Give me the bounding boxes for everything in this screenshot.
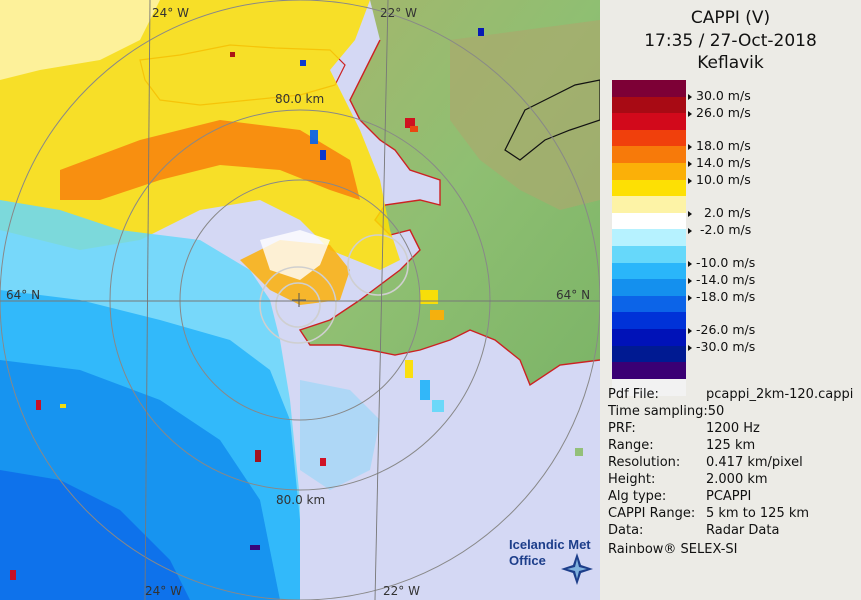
radar-site-marker xyxy=(292,293,306,307)
range-label-north: 80.0 km xyxy=(275,92,325,106)
legend-swatch xyxy=(612,295,686,313)
info-row-resolution: Resolution: 0.417 km/pixel xyxy=(608,455,803,470)
lon-label-bottom-24w: 24° W xyxy=(145,584,182,598)
echo-pale-band xyxy=(0,0,160,80)
info-row-pdf-file: Pdf File: pcappi_2km-120.cappi xyxy=(608,387,854,402)
legend-swatch xyxy=(612,113,686,131)
logo-line-2: Office xyxy=(509,553,546,568)
legend-swatch xyxy=(612,312,686,330)
lake-outline xyxy=(504,79,600,161)
met-office-star-icon xyxy=(561,553,593,585)
footer-credit: Rainbow® SELEX-SI xyxy=(608,542,738,557)
legend-swatch xyxy=(612,329,686,347)
range-rings xyxy=(0,0,600,600)
range-label-south: 80.0 km xyxy=(276,493,326,507)
legend-swatch xyxy=(612,129,686,147)
station-title: Keflavik xyxy=(697,53,764,73)
local-rings xyxy=(259,234,409,344)
info-row-cappi-range: CAPPI Range: 5 km to 125 km xyxy=(608,506,810,521)
legend-swatch xyxy=(612,196,686,214)
product-title: CAPPI (V) xyxy=(690,8,771,28)
legend-label: -10.0 m/s xyxy=(688,255,755,270)
lon-label-top-24w: 24° W xyxy=(152,6,189,20)
lon-label-bottom-22w: 22° W xyxy=(383,584,420,598)
legend-label: -30.0 m/s xyxy=(688,339,755,354)
legend-label: -18.0 m/s xyxy=(688,289,755,304)
lon-label-top-22w: 22° W xyxy=(380,6,417,20)
legend-label: 26.0 m/s xyxy=(688,105,751,120)
info-row-prf: PRF: 1200 Hz xyxy=(608,421,760,436)
legend-swatch xyxy=(612,279,686,297)
legend-swatch xyxy=(612,229,686,247)
echo-orange-band xyxy=(60,120,360,200)
legend-label: -14.0 m/s xyxy=(688,272,755,287)
echo-white-gap xyxy=(260,230,330,280)
highlands xyxy=(450,20,600,210)
legend-label: 2.0 m/s xyxy=(688,205,751,220)
graticule xyxy=(0,0,600,600)
legend-swatch xyxy=(612,163,686,181)
logo-line-1: Icelandic Met xyxy=(509,537,591,552)
legend-label: -2.0 m/s xyxy=(688,222,751,237)
legend-swatch xyxy=(612,146,686,164)
legend-swatch xyxy=(612,246,686,264)
map-graphic xyxy=(0,0,600,600)
echo-speckles xyxy=(10,28,583,580)
legend-swatch xyxy=(612,212,686,230)
info-row-data: Data: Radar Data xyxy=(608,523,780,538)
info-row-time-sampling: Time sampling:50 xyxy=(608,404,725,419)
legend-label: 10.0 m/s xyxy=(688,172,751,187)
datetime-title: 17:35 / 27-Oct-2018 xyxy=(644,31,817,51)
radar-map: 24° W 22° W 24° W 22° W 64° N 64° N 80.0… xyxy=(0,0,600,600)
info-row-range: Range: 125 km xyxy=(608,438,756,453)
legend-swatch xyxy=(612,345,686,363)
legend-swatch xyxy=(612,80,686,98)
legend-swatch xyxy=(612,378,686,396)
legend-label: -26.0 m/s xyxy=(688,322,755,337)
info-row-alg-type: Alg type: PCAPPI xyxy=(608,489,752,504)
info-row-height: Height: 2.000 km xyxy=(608,472,768,487)
lat-label-left-64n: 64° N xyxy=(6,288,41,302)
coastline xyxy=(298,39,600,387)
side-panel: CAPPI (V) 17:35 / 27-Oct-2018 Keflavik 3… xyxy=(600,0,861,600)
legend-swatch xyxy=(612,362,686,380)
lat-label-right-64n: 64° N xyxy=(556,288,591,302)
legend-label: 14.0 m/s xyxy=(688,155,751,170)
legend-swatch xyxy=(612,179,686,197)
echo-deepblue xyxy=(0,470,190,600)
legend-swatch xyxy=(612,96,686,114)
legend-swatch xyxy=(612,262,686,280)
legend-label: 30.0 m/s xyxy=(688,88,751,103)
legend-label: 18.0 m/s xyxy=(688,138,751,153)
